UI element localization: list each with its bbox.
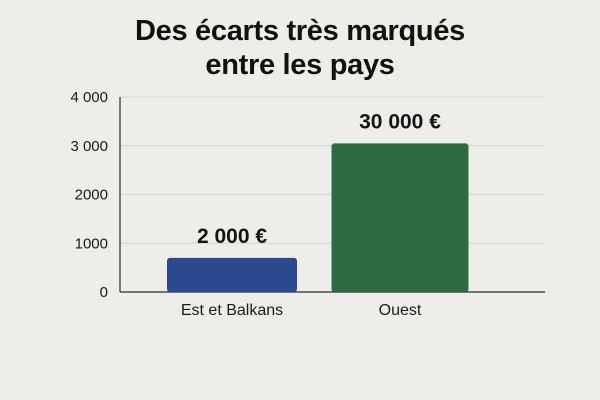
data-label: 2 000 € — [197, 225, 267, 248]
chart-title-line-2: entre les pays — [205, 49, 395, 81]
y-tick-label: 2000 — [75, 187, 108, 204]
y-tick-label: 3 000 — [70, 138, 108, 155]
x-category-label: Est et Balkans — [181, 302, 283, 319]
y-tick-label: 0 — [100, 284, 108, 301]
chart-title: Des écarts très marqués entre les pays — [0, 14, 600, 82]
x-category-label: Ouest — [379, 302, 422, 319]
y-tick-label: 4 000 — [70, 89, 108, 106]
chart-title-line-1: Des écarts très marqués — [134, 15, 465, 47]
y-tick-label: 1000 — [75, 235, 108, 252]
bar-2 — [331, 143, 469, 292]
data-label: 30 000 € — [359, 110, 441, 133]
bar-1 — [167, 257, 297, 292]
